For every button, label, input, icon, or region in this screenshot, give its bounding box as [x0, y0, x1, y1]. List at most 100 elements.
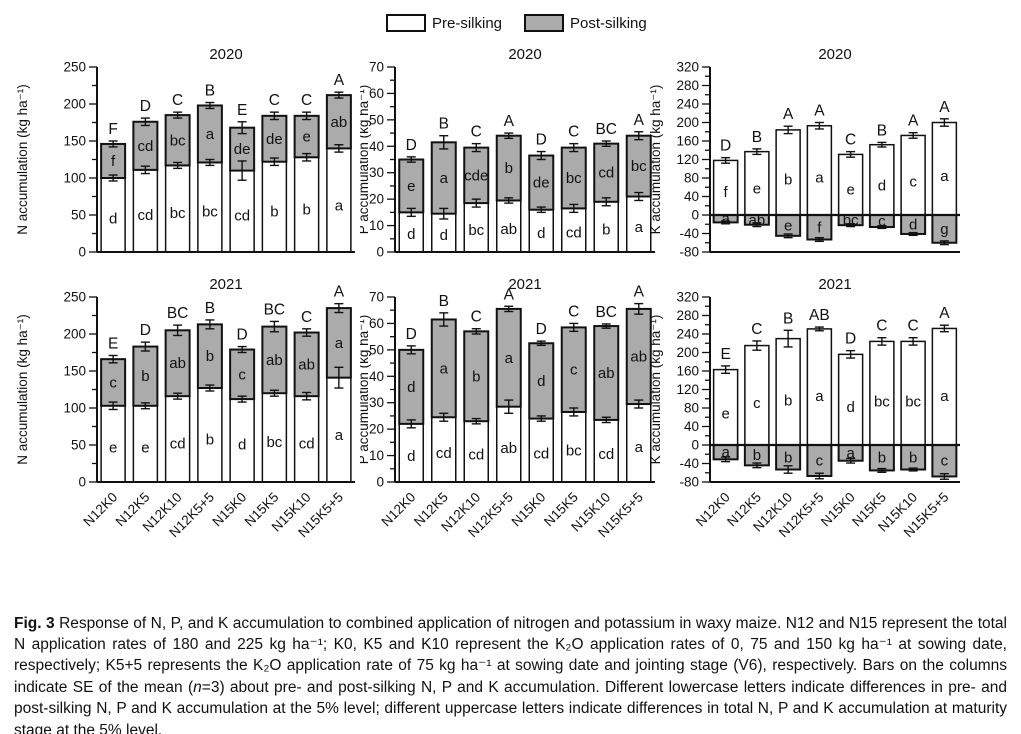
- pre-silking-letter: a: [815, 170, 824, 187]
- y-tick-label: 30: [369, 395, 384, 410]
- bar-segment-post-silking: [398, 158, 425, 214]
- bar-segment-post-silking: [806, 214, 833, 241]
- total-letter: A: [504, 113, 515, 130]
- chart-p-accumulation-2021: 2021 P accumulation (kg ha⁻¹) 0 10 20 30 40 50 6…: [360, 276, 655, 540]
- chart-title: 2020: [508, 46, 541, 63]
- pre-silking-letter: bc: [468, 222, 484, 239]
- bar-segment-pre-silking: [593, 201, 619, 253]
- pre-silking-swatch: [386, 14, 426, 32]
- x-tick-label: N12K0: [379, 490, 419, 530]
- post-silking-letter: c: [816, 452, 824, 469]
- y-tick-label: 50: [71, 208, 86, 223]
- post-silking-letter: g: [940, 221, 948, 238]
- post-silking-letter: a: [335, 335, 344, 352]
- bar-segment-post-silking: [900, 444, 927, 471]
- y-tick-label: 150: [63, 134, 86, 149]
- y-tick-label: 0: [78, 245, 86, 260]
- y-tick-label: 120: [676, 152, 699, 167]
- post-silking-letter: b: [472, 368, 480, 385]
- y-tick-label: -80: [679, 245, 699, 260]
- y-tick-label: 20: [369, 192, 384, 207]
- y-tick-label: 200: [63, 327, 86, 342]
- post-silking-letter: d: [407, 379, 415, 396]
- pre-silking-letter: d: [109, 211, 117, 228]
- pre-silking-letter: bc: [566, 442, 582, 459]
- bar-segment-post-silking: [325, 307, 352, 379]
- post-silking-letter: ab: [298, 356, 315, 373]
- y-tick-label: 160: [676, 364, 699, 379]
- pre-silking-letter: b: [302, 201, 310, 218]
- chart-n-accumulation-2021: 2021 N accumulation (kg ha⁻¹) 0 50 100 150 200…: [15, 276, 355, 540]
- pre-silking-letter: a: [635, 219, 644, 236]
- post-silking-letter: b: [909, 449, 917, 466]
- bar-segment-post-silking: [261, 114, 288, 163]
- post-silking-letter: a: [206, 126, 215, 143]
- y-tick-label: 70: [369, 60, 384, 75]
- bar-segment-pre-silking: [528, 417, 554, 483]
- total-letter: BC: [595, 121, 617, 138]
- post-silking-letter: d: [537, 373, 545, 390]
- pre-silking-letter: d: [238, 437, 246, 454]
- pre-silking-letter: cd: [598, 446, 614, 463]
- post-silking-letter: a: [440, 360, 449, 377]
- total-letter: A: [634, 284, 645, 301]
- total-letter: A: [814, 103, 825, 120]
- pre-silking-letter: bc: [202, 204, 218, 221]
- total-letter: C: [568, 303, 579, 320]
- total-letter: A: [334, 72, 345, 89]
- y-tick-label: 80: [684, 401, 699, 416]
- pre-silking-letter: b: [784, 171, 792, 188]
- y-tick-label: 50: [71, 438, 86, 453]
- post-silking-swatch: [524, 14, 565, 32]
- bar-segment-post-silking: [100, 358, 127, 407]
- post-silking-letter: a: [721, 211, 730, 228]
- chart-title: 2020: [209, 46, 242, 63]
- pre-silking-letter: c: [753, 395, 761, 412]
- total-letter: C: [751, 321, 762, 338]
- total-letter: BC: [264, 301, 286, 318]
- legend-item-post-silking: Post-silking: [524, 14, 647, 32]
- bar-segment-post-silking: [625, 134, 652, 198]
- y-tick-label: 200: [63, 97, 86, 112]
- y-tick-label: 120: [676, 382, 699, 397]
- post-silking-letter: ab: [266, 352, 283, 369]
- chart-n-accumulation-2020: 2020 N accumulation (kg ha⁻¹) 0 50 100 150 200…: [15, 46, 355, 260]
- x-tick-label: N12K0: [80, 490, 120, 530]
- y-tick-label: 70: [369, 290, 384, 305]
- post-silking-letter: de: [266, 131, 283, 148]
- total-letter: B: [877, 122, 887, 139]
- post-silking-letter: f: [817, 219, 822, 236]
- x-tick-label: N15K0: [209, 490, 249, 530]
- bar-segment-pre-silking: [229, 398, 255, 483]
- y-tick-label: 0: [376, 475, 384, 490]
- pre-silking-letter: cd: [468, 447, 484, 464]
- bar-segment-post-silking: [164, 114, 191, 167]
- post-silking-letter: b: [141, 368, 149, 385]
- post-silking-letter: cde: [464, 167, 488, 184]
- pre-silking-letter: d: [537, 225, 545, 242]
- post-silking-letter: e: [302, 129, 310, 146]
- y-tick-label: 20: [369, 422, 384, 437]
- post-silking-letter: c: [878, 213, 886, 230]
- pre-silking-letter: e: [721, 405, 729, 422]
- total-letter: B: [205, 300, 215, 317]
- y-tick-label: 160: [676, 134, 699, 149]
- y-tick-label: -80: [679, 475, 699, 490]
- y-tick-label: 320: [676, 290, 699, 305]
- pre-silking-letter: e: [846, 182, 854, 199]
- total-letter: C: [471, 124, 482, 141]
- y-tick-label: 280: [676, 308, 699, 323]
- y-tick-label: 60: [369, 316, 384, 331]
- y-tick-label: 250: [63, 290, 86, 305]
- total-letter: D: [140, 322, 151, 339]
- total-letter: BC: [595, 304, 617, 321]
- bar-segment-post-silking: [293, 331, 320, 398]
- post-silking-letter: c: [238, 366, 246, 383]
- post-silking-letter: cd: [137, 138, 153, 155]
- pre-silking-letter: bc: [874, 393, 890, 410]
- pre-silking-letter: cd: [170, 435, 186, 452]
- bar-segment-post-silking: [132, 120, 159, 171]
- pre-silking-letter: d: [440, 227, 448, 244]
- y-tick-label: 150: [63, 364, 86, 379]
- caption-fig-label: Fig. 3: [14, 614, 55, 632]
